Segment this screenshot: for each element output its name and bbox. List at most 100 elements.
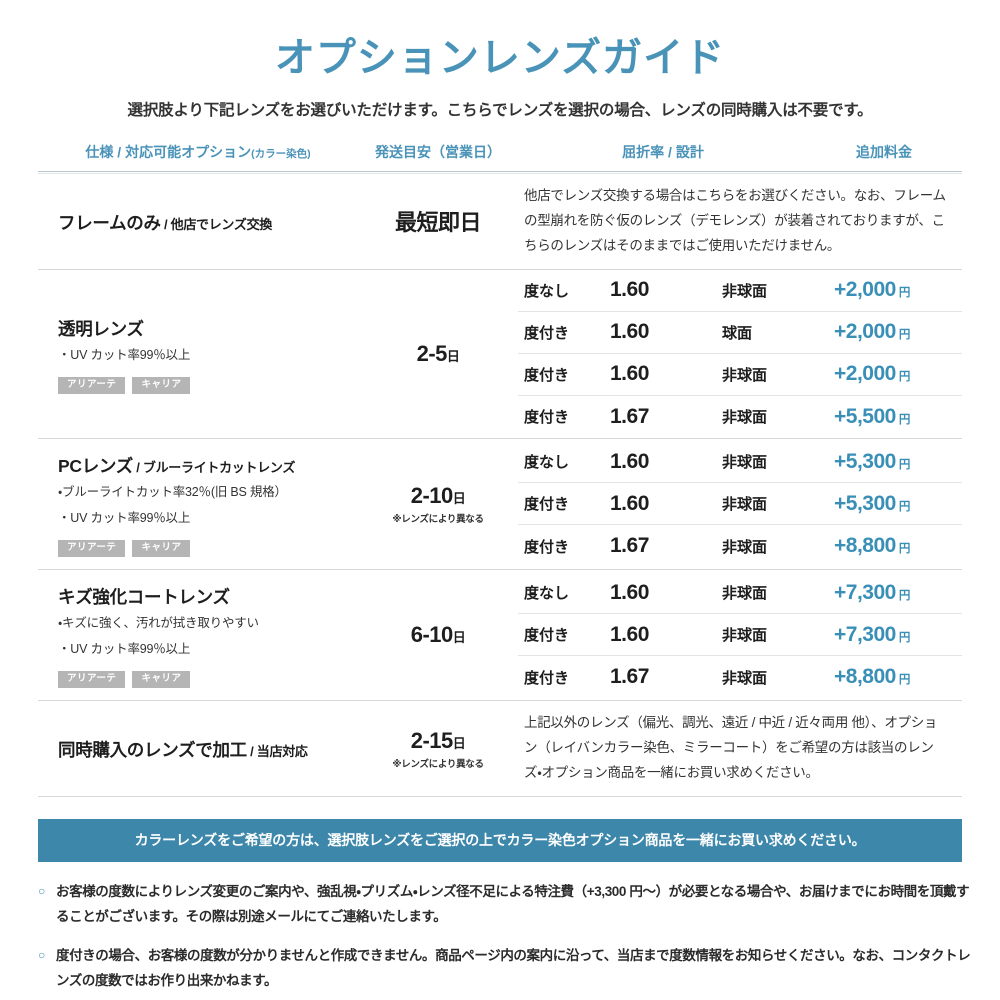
lens-design: 非球面 (722, 669, 768, 687)
lens-refractive-index: 1.60 (610, 491, 649, 515)
lens-power: 度なし (524, 454, 570, 471)
shipping-cell: 2-5日 (358, 270, 518, 438)
lens-detail-cell: 度なし 1.60 非球面 +2,000 円度付き 1.60 球面 +2,000 円度付き 1.60… (518, 270, 962, 438)
lens-detail-cell: 度なし 1.60 非球面 +5,300 円度付き 1.60 非球面 +5,300 円度付き 1.6… (518, 439, 962, 569)
option-tag-list: アリアーテ キャリア (58, 670, 354, 689)
lens-option-row: 度付き 1.67 非球面 +8,800 円 (518, 656, 962, 698)
option-tag: キャリア (132, 376, 191, 395)
currency-unit: 円 (898, 413, 911, 426)
shipping-cell: 6-10日 (358, 570, 518, 700)
lens-refractive-index: 1.60 (610, 362, 649, 386)
lens-additional-price: +7,300 円 (834, 580, 911, 604)
lens-feature: ・UV カット率99％以上 (58, 347, 191, 362)
lens-additional-price: +8,800 円 (834, 665, 911, 689)
footnote-item: ○ 度付きの場合、お客様の度数が分かりませんと作成できません。商品ページ内の案内に… (38, 944, 982, 994)
lens-design: 非球面 (722, 366, 768, 384)
lens-spec-cell: 透明レンズ・UV カット率99％以上アリアーテ キャリア (38, 270, 358, 438)
option-tag: キャリア (132, 539, 191, 558)
column-header-spec-note: (カラー染色) (251, 148, 311, 160)
page-subtitle: 選択肢より下記レンズをお選びいただけます。こちらでレンズを選択の場合、レンズの同… (127, 102, 873, 119)
table-row: PCレンズ / ブルーライトカットレンズ・ブルーライトカット率32％(旧 BS … (38, 439, 962, 571)
lens-design: 非球面 (722, 409, 768, 427)
shipping-note: ※レンズにより異なる (392, 758, 484, 770)
lens-refractive-index: 1.67 (610, 404, 649, 428)
shipping-days-unit: 日 (452, 735, 466, 751)
option-tag-list: アリアーテ キャリア (58, 376, 354, 395)
shipping-cell: 2-15日 ※レンズにより異なる (358, 701, 518, 796)
lens-option-row: 度付き 1.60 非球面 +5,300 円 (518, 483, 962, 525)
shipping-days: 2-5日 (416, 340, 460, 366)
lens-refractive-index: 1.60 (610, 320, 649, 344)
lens-additional-price: +5,500 円 (834, 404, 911, 428)
column-header-price: 追加料金 (856, 144, 912, 160)
lens-feature: ・キズに強く、汚れが拭き取りやすい (58, 616, 259, 631)
shipping-days-unit: 日 (452, 630, 466, 646)
table-row: 同時購入のレンズで加工 / 当店対応 2-15日 ※レンズにより異なる 上記以外のレン… (38, 701, 962, 798)
currency-unit: 円 (898, 458, 911, 471)
currency-unit: 円 (898, 329, 911, 342)
lens-refractive-index: 1.60 (610, 278, 649, 302)
column-header-spec-main: 仕様 / 対応可能オプション (85, 144, 252, 160)
currency-unit: 円 (898, 589, 911, 602)
lens-option-row: 度付き 1.60 非球面 +2,000 円 (518, 354, 962, 396)
lens-refractive-index: 1.67 (610, 534, 649, 557)
table-row: 透明レンズ・UV カット率99％以上アリアーテ キャリア 2-5日 度なし 1.60 非球… (38, 270, 962, 439)
lens-additional-price: +2,000 円 (834, 278, 911, 302)
lens-additional-price: +2,000 円 (834, 362, 910, 386)
lens-name-sub: / 他店でレンズ交換 (160, 216, 272, 232)
lens-option-row: 度付き 1.67 非球面 +8,800 円 (518, 525, 962, 567)
lens-name-sub: / ブルーライトカットレンズ (132, 459, 296, 475)
shipping-cell: 最短即日 (358, 174, 518, 269)
lens-design: 非球面 (722, 454, 768, 471)
column-headers: 仕様 / 対応可能オプション(カラー染色) 発送目安（営業日） 屈折率 / 設計… (38, 142, 962, 171)
lens-additional-price: +2,000 円 (834, 320, 911, 344)
lens-power: 度付き (524, 496, 570, 513)
lens-detail-cell: 他店でレンズ交換する場合はこちらをお選びください。なお、フレームの型崩れを防ぐ仮… (518, 174, 962, 269)
lens-power: 度付き (524, 669, 570, 687)
lens-spec-cell: フレームのみ / 他店でレンズ交換 (38, 174, 358, 269)
lens-option-row: 度なし 1.60 非球面 +2,000 円 (518, 270, 962, 312)
lens-detail-cell: 度なし 1.60 非球面 +7,300 円度付き 1.60 非球面 +7,300 円度付き 1.6… (518, 570, 962, 700)
option-tag-list: アリアーテ キャリア (58, 539, 354, 558)
page-title: オプションレンズガイド (274, 36, 726, 80)
circle-bullet-icon: ○ (38, 884, 46, 899)
lens-option-row: 度付き 1.60 非球面 +7,300 円 (518, 614, 962, 657)
table-row: キズ強化コートレンズ ・キズに強く、汚れが拭き取りやすい ・UV カット率99％以上… (38, 570, 962, 702)
lens-power: 度付き (524, 324, 570, 342)
lens-spec-cell: PCレンズ / ブルーライトカットレンズ・ブルーライトカット率32％(旧 BS … (38, 439, 358, 569)
option-tag: キャリア (132, 670, 191, 689)
shipping-note: ※レンズにより異なる (392, 514, 484, 525)
shipping-days-unit: 日 (446, 348, 460, 364)
lens-description: 他店でレンズ交換する場合はこちらをお選びください。なお、フレームの型崩れを防ぐ仮… (524, 188, 946, 253)
shipping-days: 6-10日 (410, 622, 466, 648)
footnote-item: ○ お客様の度数によりレンズ変更のご案内や、強乱視・プリズム・レンズ径不足による特… (38, 880, 982, 930)
shipping-days: 2-10日 (410, 483, 466, 508)
currency-unit: 円 (898, 674, 911, 687)
shipping-days: 2-15日 (410, 727, 466, 753)
lens-power: 度付き (524, 409, 570, 427)
circle-bullet-icon: ○ (38, 948, 46, 963)
lens-additional-price: +5,300 円 (834, 449, 911, 473)
currency-unit: 円 (898, 287, 911, 300)
option-tag: アリアーテ (58, 670, 126, 689)
lens-power: 度付き (524, 627, 570, 645)
footnote-text: お客様の度数によりレンズ変更のご案内や、強乱視・プリズム・レンズ径不足による特注… (56, 884, 970, 925)
lens-name: PCレンズ / ブルーライトカットレンズ (58, 455, 296, 476)
shipping-days: 最短即日 (394, 210, 482, 236)
footnote-text: 度付きの場合、お客様の度数が分かりませんと作成できません。商品ページ内の案内に沿… (56, 948, 971, 989)
lens-name: 透明レンズ (58, 318, 144, 339)
lens-spec-cell: キズ強化コートレンズ ・キズに強く、汚れが拭き取りやすい ・UV カット率99％以上… (38, 570, 358, 700)
lens-feature: ・ブルーライトカット率32％(旧 BS 規格） (58, 484, 287, 499)
column-header-spec: 仕様 / 対応可能オプション(カラー染色) (38, 142, 358, 162)
option-tag: アリアーテ (58, 376, 126, 395)
lens-refractive-index: 1.60 (610, 580, 649, 604)
lens-feature: ・UV カット率99％以上 (58, 510, 191, 525)
lens-refractive-index: 1.60 (610, 449, 649, 473)
lens-spec-cell: 同時購入のレンズで加工 / 当店対応 (38, 701, 358, 796)
lens-description: 上記以外のレンズ（偏光、調光、遠近 / 中近 / 近々両用 他）、オプション（レ… (524, 715, 938, 781)
lens-power: 度なし (524, 585, 570, 603)
lens-design: 球面 (722, 324, 753, 342)
lens-option-row: 度付き 1.67 非球面 +5,500 円 (518, 396, 962, 438)
lens-detail-cell: 上記以外のレンズ（偏光、調光、遠近 / 中近 / 近々両用 他）、オプション（レ… (518, 701, 962, 796)
lens-design: 非球面 (722, 585, 768, 603)
